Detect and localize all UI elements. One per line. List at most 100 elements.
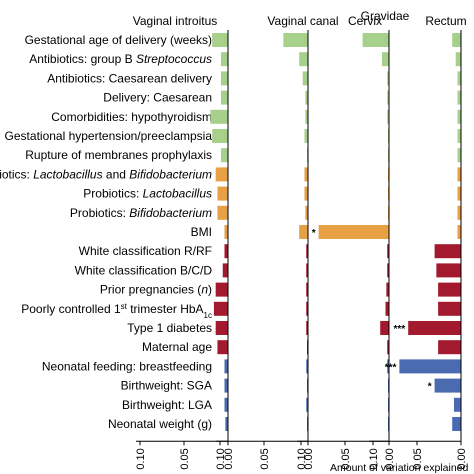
bar [381,52,389,67]
category-label: Antibiotics: group B Streptococcus [29,52,212,66]
bar [306,244,308,259]
x-tick-label: 0.10 [215,448,227,469]
category-label: Gestational hypertension/preeclampsia [5,129,213,143]
bar [452,417,461,431]
group-label: Gravidae [361,9,410,23]
bar [399,359,461,374]
bar [304,129,308,143]
category-label: Neonatal feeding: breastfeeding [42,359,212,373]
bar [457,71,461,86]
bar [318,225,389,239]
bar [455,52,461,67]
bar [305,205,308,220]
category-label: Type 1 diabetes [127,321,212,335]
significance-label: *** [385,362,397,373]
category-label: Neonatal weight (g) [108,417,212,431]
x-tick-label: 0.05 [179,448,191,469]
bar [387,340,389,355]
category-label: Rupture of membranes prophylaxis [25,148,212,162]
x-tick-label: 0.10 [135,448,147,469]
significance-label: * [312,228,316,239]
bar [434,244,461,259]
bar [386,282,389,297]
bar [438,282,461,297]
bar [306,359,308,374]
category-label: White classification R/RF [79,244,212,258]
bar [224,225,228,239]
bar [457,129,461,143]
bar [306,397,308,412]
bar [438,340,461,355]
bar [457,186,461,201]
bar [387,263,389,278]
bar [224,359,228,374]
bar [387,90,389,105]
panel-vaginal-canal: Vaginal canal 0.10 0.05 0.00 [215,14,339,470]
bar [224,378,228,393]
bar [213,301,228,316]
bar [220,52,228,67]
bar [299,225,308,239]
panel-cervix: Cervix * 0.10 0.05 0.00 [296,14,396,470]
bar [224,397,228,412]
bar [306,301,308,316]
bar [304,167,308,182]
x-tick-label: 0.00 [223,448,235,469]
bar [457,205,461,220]
bar [434,378,461,393]
bar [215,282,228,297]
bar [220,90,228,105]
bar [217,340,228,355]
x-tick-label: 0.00 [384,448,396,469]
bar [215,321,228,335]
x-tick-label: 0.05 [340,448,352,469]
bar [283,33,308,47]
bar [306,282,308,297]
bar [457,225,461,239]
panel-title: Rectum [425,14,466,28]
bar [220,71,228,86]
bar [212,129,228,143]
bar [452,33,461,47]
panel-title: Vaginal canal [267,14,338,28]
bar [408,321,461,335]
x-tick-label: 0.00 [303,448,315,469]
bar [305,90,308,105]
category-label: Antibiotics: Caesarean delivery [47,71,212,85]
category-label: Probiotics: Lactobacillus [83,187,212,201]
bar [387,71,389,86]
x-tick-label: 0.10 [296,448,308,469]
bar [299,52,308,67]
category-label: Prior pregnancies (n) [100,283,212,297]
category-label: Probiotics: Bifidobacterium [70,206,212,220]
bar [305,109,308,124]
panel-rectum: Rectum*******0.10 0.05 0.00 [368,14,468,470]
bar [215,167,228,182]
bar [387,359,389,374]
x-axis-label: Amount of variation explained [330,462,468,474]
bar [387,109,389,124]
category-label: White classification B/C/D [75,263,213,277]
category-label: Birthweight: LGA [122,398,212,412]
bar [306,321,308,335]
bar [302,71,308,86]
bar [224,244,228,259]
bar [222,263,228,278]
bar [380,321,389,335]
bar [304,186,308,201]
bar [453,397,461,412]
bar [212,33,228,47]
bar [457,148,461,163]
category-label: Comorbidities: hypothyroidism [51,110,212,124]
category-label: Poorly controlled 1st trimester HbA1c [21,301,212,319]
category-label: Maternal age [142,340,212,354]
x-tick-label: 0.05 [259,448,271,469]
bar [385,301,389,316]
x-tick-label: 0.00 [456,448,468,469]
x-tick-label: 0.10 [368,448,380,469]
category-label: Gestational age of delivery (weeks) [25,33,212,47]
bar [457,109,461,124]
bar [387,244,389,259]
bar [220,148,228,163]
